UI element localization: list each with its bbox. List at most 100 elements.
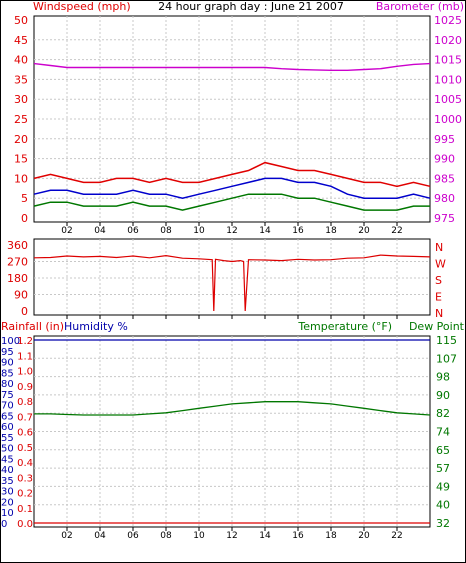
dewpoint-axis-label: Dew Point (409, 320, 465, 333)
x-tick-label: 12 (226, 531, 237, 541)
direction-line (33, 254, 431, 312)
barometer-tick-label: 1020 (434, 34, 462, 47)
rainfall-tick-label: 0.4 (17, 458, 33, 469)
x-tick-label: 16 (292, 226, 304, 236)
rainfall-tick-label: 0.6 (17, 428, 33, 439)
x-tick-label: 08 (160, 531, 172, 541)
windspeed-axis-label: Windspeed (mph) (33, 0, 131, 13)
windspeed-tick-label: 50 (14, 14, 28, 27)
temperature-tick-label: 32 (436, 517, 450, 530)
temperature-axis-label: Temperature (°F) (297, 320, 392, 333)
rainfall-tick-label: 1.1 (17, 351, 33, 362)
windspeed-tick-label: 25 (14, 113, 28, 126)
compass-label: N (435, 307, 443, 320)
humidity-tick-label: 95 (1, 347, 14, 358)
compass-label: N (435, 241, 443, 254)
humidity-axis-label: Humidity % (64, 320, 128, 333)
x-tick-label: 10 (193, 226, 205, 236)
x-tick-label: 20 (358, 531, 370, 541)
compass-label: E (435, 291, 442, 304)
windspeed-tick-label: 45 (14, 34, 28, 47)
barometer-tick-label: 980 (434, 192, 455, 205)
graph-title: 24 hour graph day : June 21 2007 (158, 0, 344, 13)
temperature-tick-label: 74 (436, 426, 450, 439)
barometer-tick-label: 1010 (434, 73, 462, 86)
rainfall-tick-label: 0.7 (17, 412, 33, 423)
barometer-tick-label: 975 (434, 212, 455, 225)
windspeed-tick-label: 40 (14, 54, 28, 67)
temperature-tick-label: 57 (436, 462, 450, 475)
compass-label: W (435, 258, 446, 271)
x-tick-label: 18 (325, 531, 337, 541)
humidity-tick-label: 75 (1, 390, 14, 401)
x-tick-label: 14 (259, 531, 271, 541)
x-tick-label: 04 (94, 226, 106, 236)
x-tick-label: 06 (127, 226, 139, 236)
windspeed-line (33, 161, 431, 188)
windspeed-tick-label: 10 (14, 172, 28, 185)
temperature-tick-label: 49 (436, 480, 450, 493)
x-tick-label: 20 (358, 226, 370, 236)
wind_low-line (33, 193, 430, 211)
windspeed-tick-label: 20 (14, 133, 28, 146)
temperature-tick-label: 115 (436, 334, 457, 347)
humidity-tick-label: 55 (1, 433, 14, 444)
windspeed-tick-label: 35 (14, 73, 28, 86)
rainfall-axis-label: Rainfall (in) (1, 320, 64, 333)
rainfall-tick-label: 0.1 (17, 504, 33, 515)
direction-tick-label: 0 (21, 305, 28, 318)
humidity-tick-label: 30 (1, 487, 14, 498)
barometer-tick-label: 990 (434, 153, 455, 166)
x-tick-label: 22 (391, 531, 402, 541)
direction-tick-label: 90 (14, 289, 28, 302)
barometer-tick-label: 1025 (434, 14, 462, 27)
humidity-tick-label: 100 (1, 336, 20, 347)
windspeed-tick-label: 30 (14, 93, 28, 106)
humidity-tick-label: 65 (1, 411, 14, 422)
humidity-tick-label: 80 (1, 379, 14, 390)
rainfall-tick-label: 0.5 (17, 443, 33, 454)
x-tick-label: 22 (391, 226, 402, 236)
barometer-tick-label: 1005 (434, 93, 462, 106)
temperature-tick-label: 90 (436, 389, 450, 402)
direction-tick-label: 180 (7, 272, 28, 285)
rainfall-tick-label: 0.3 (17, 473, 33, 484)
barometer-tick-label: 1000 (434, 113, 462, 126)
compass-label: S (435, 274, 442, 287)
humidity-tick-label: 45 (1, 454, 14, 465)
x-tick-label: 04 (94, 531, 106, 541)
humidity-tick-label: 10 (1, 508, 14, 519)
temperature-tick-label: 65 (436, 444, 450, 457)
humidity-tick-label: 60 (1, 422, 14, 433)
temperature-line (34, 401, 431, 416)
windspeed-tick-label: 15 (14, 153, 28, 166)
barometer-tick-label: 1015 (434, 54, 462, 67)
rain-humidity-temperature-panel: 0.00.10.20.30.40.50.60.70.80.91.01.11.21… (1, 334, 457, 541)
rainfall-tick-label: 0.0 (17, 519, 33, 530)
humidity-tick-label: 90 (1, 358, 14, 369)
direction-tick-label: 270 (7, 256, 28, 269)
x-tick-label: 14 (259, 226, 271, 236)
direction-tick-label: 360 (7, 239, 28, 252)
temperature-tick-label: 40 (436, 499, 450, 512)
x-tick-label: 12 (226, 226, 237, 236)
windspeed-tick-label: 0 (21, 212, 28, 225)
wind-barometer-panel: 0510152025303540455097598098599099510001… (14, 14, 462, 236)
humidity-tick-label: 20 (1, 497, 14, 508)
humidity-tick-label: 85 (1, 368, 14, 379)
rainfall-tick-label: 0.9 (17, 382, 33, 393)
barometer-line (33, 62, 431, 72)
x-tick-label: 06 (127, 531, 139, 541)
x-tick-label: 02 (61, 226, 72, 236)
humidity-tick-label: 0 (1, 519, 7, 530)
humidity-tick-label: 35 (1, 476, 14, 487)
x-tick-label: 16 (292, 531, 304, 541)
humidity-tick-label: 50 (1, 444, 14, 455)
windspeed-tick-label: 5 (21, 192, 28, 205)
temperature-tick-label: 107 (436, 352, 457, 365)
wind_avg-line (33, 177, 431, 199)
rainfall-tick-label: 0.2 (17, 489, 33, 500)
barometer-axis-label: Barometer (mb) (376, 0, 464, 13)
temperature-tick-label: 82 (436, 407, 450, 420)
x-tick-label: 18 (325, 226, 337, 236)
